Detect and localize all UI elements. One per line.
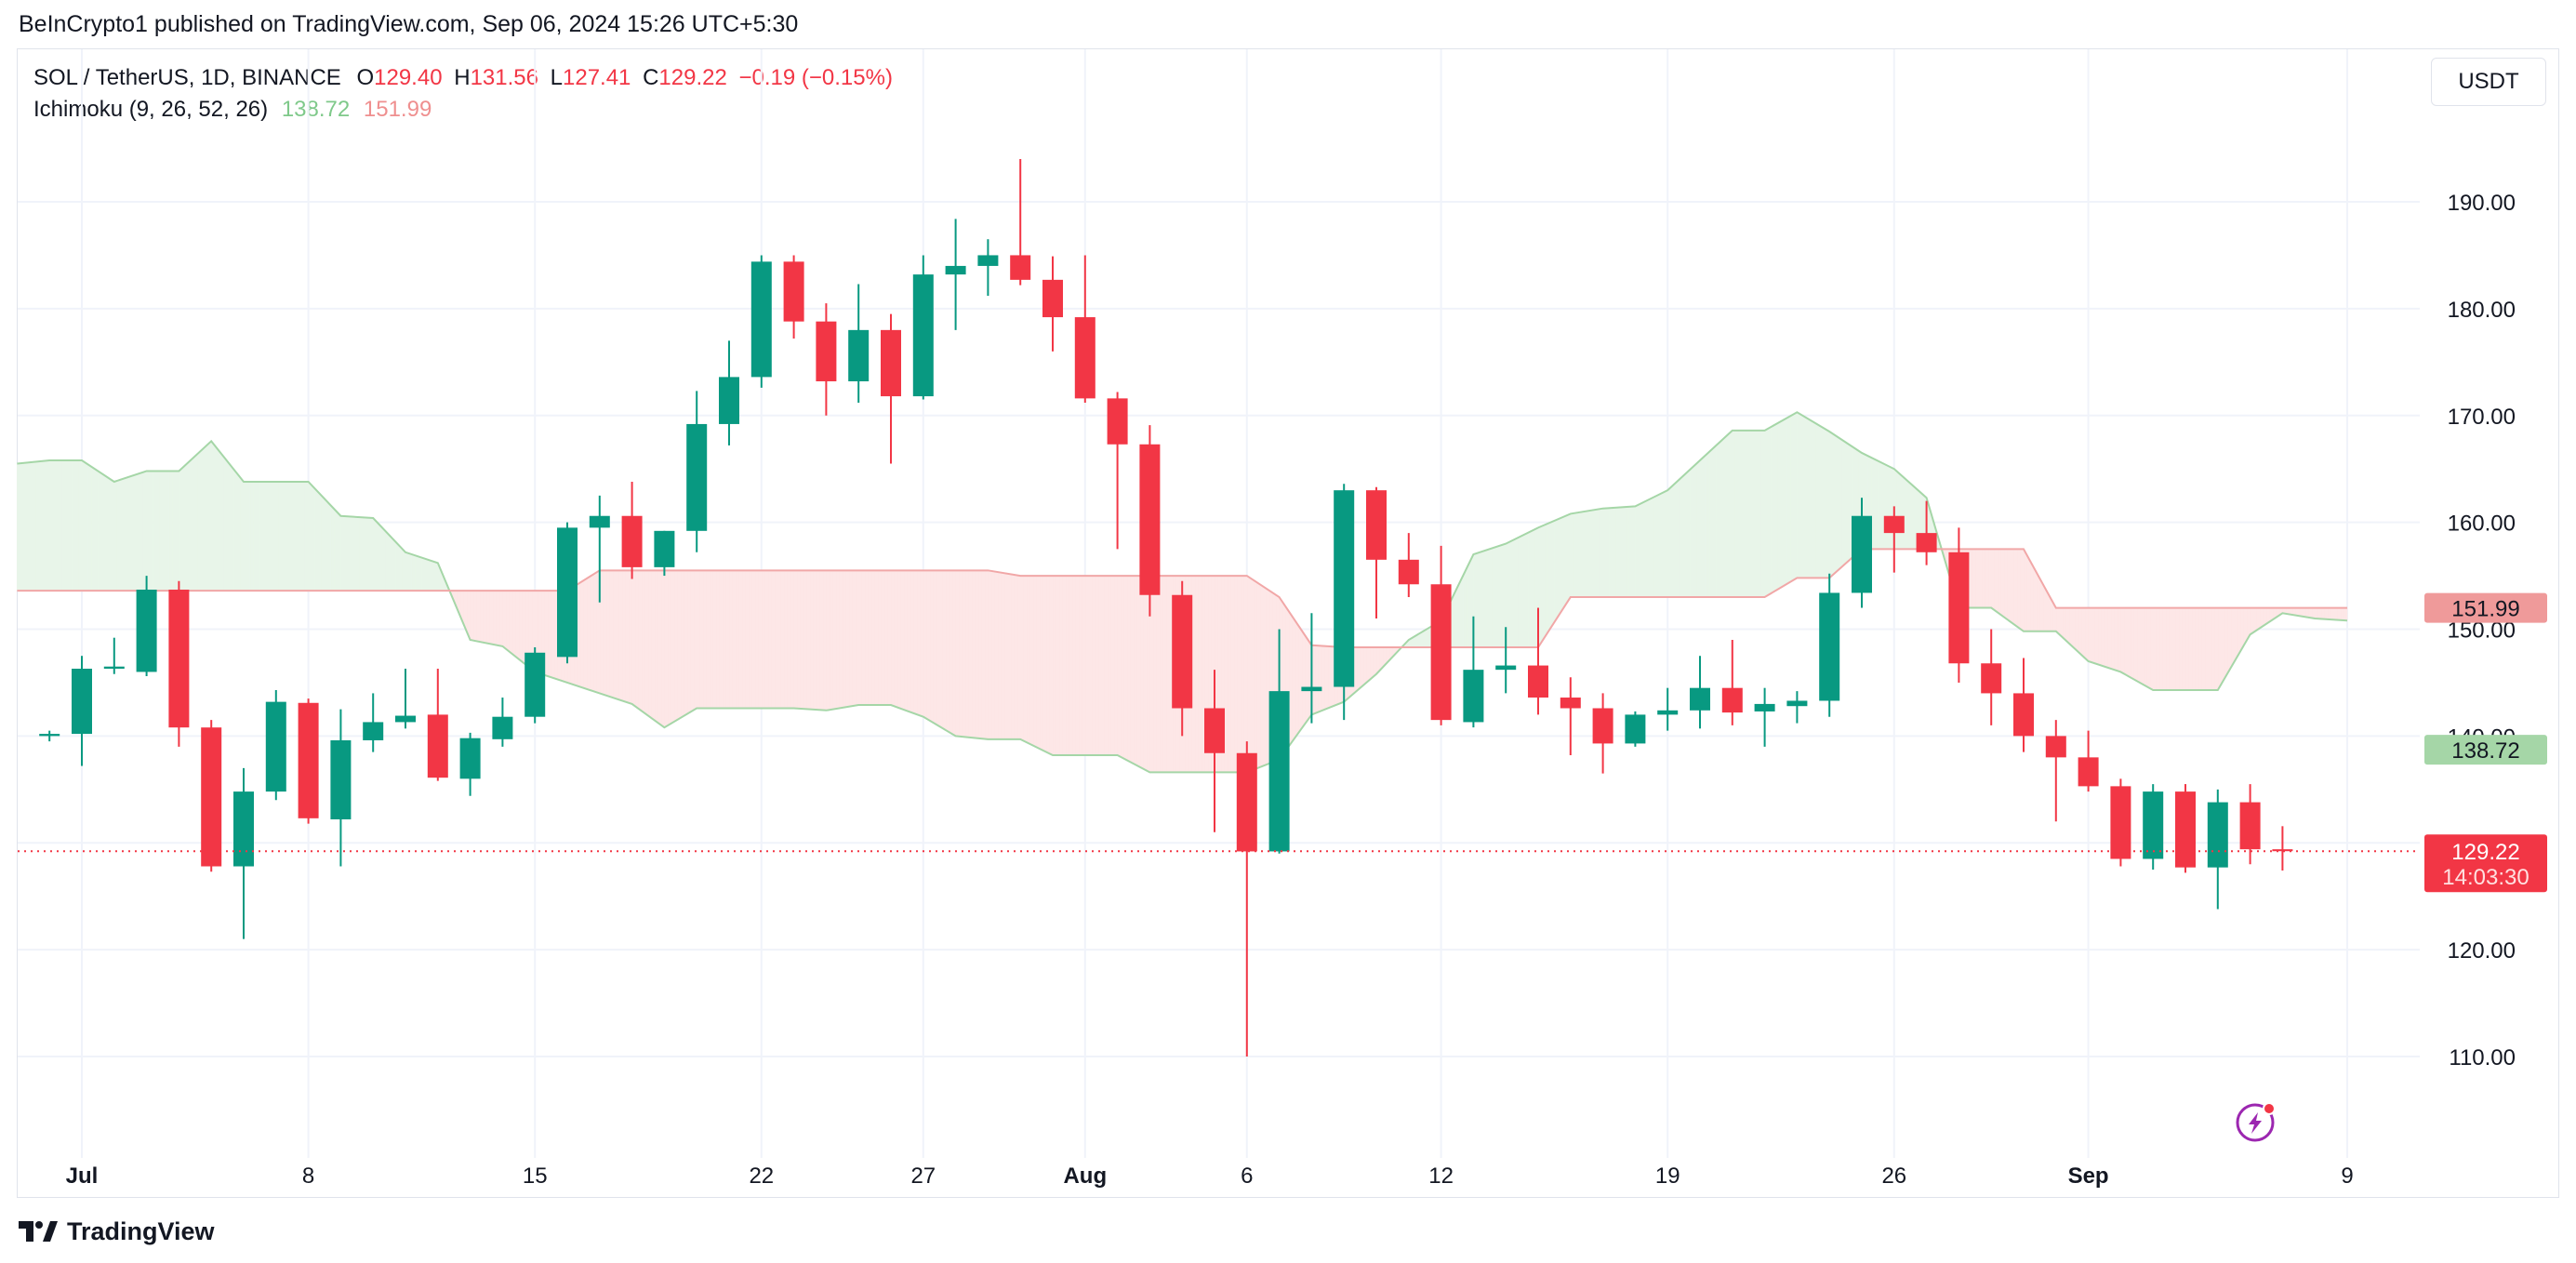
indicator-label[interactable]: Ichimoku (9, 26, 52, 26)	[33, 97, 269, 122]
high-label: H	[454, 65, 471, 90]
tradingview-brand: TradingView	[67, 1216, 215, 1245]
indicator-value-a: 138.72	[281, 97, 351, 122]
high-value: 131.56	[470, 65, 538, 90]
indicator-value-b: 151.99	[363, 97, 432, 122]
low-value: 127.41	[563, 65, 631, 90]
symbol-legend: SOL / TetherUS, 1D, BINANCE O129.40 H131…	[33, 65, 893, 91]
indicator-legend: Ichimoku (9, 26, 52, 26) 138.72 151.99	[33, 97, 432, 123]
tradingview-logo-icon	[19, 1221, 58, 1242]
chart-frame	[17, 48, 2559, 1198]
change-value: −0.19 (−0.15%)	[738, 65, 893, 90]
currency-button[interactable]: USDT	[2431, 58, 2546, 106]
tradingview-logo[interactable]: TradingView	[19, 1215, 215, 1248]
symbol-label[interactable]: SOL / TetherUS, 1D, BINANCE	[33, 65, 341, 90]
open-value: 129.40	[374, 65, 443, 90]
published-line: BeInCrypto1 published on TradingView.com…	[19, 11, 799, 37]
close-value: 129.22	[658, 65, 727, 90]
close-label: C	[643, 65, 659, 90]
open-label: O	[356, 65, 375, 90]
low-label: L	[550, 65, 563, 90]
